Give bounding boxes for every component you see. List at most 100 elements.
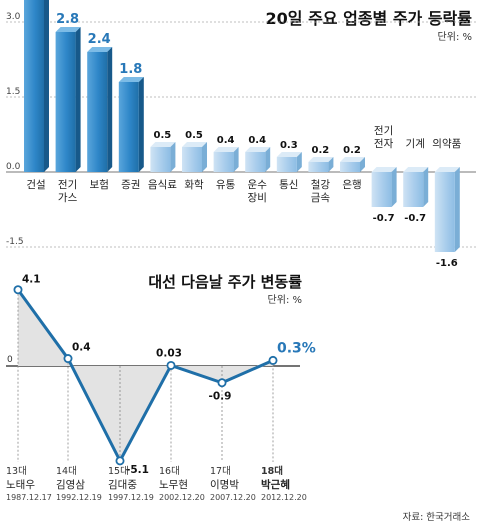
bar-side (44, 0, 49, 172)
line-chart-unit: 단위: % (268, 293, 302, 306)
bar-top (245, 147, 271, 152)
bar-value-label: 0.5 (154, 130, 172, 141)
bar (150, 147, 171, 172)
bar-category-label: 증권 (121, 179, 140, 191)
line-area-fill (18, 289, 273, 461)
bar-top (213, 147, 239, 152)
line-x-date: 2002.12.20 (159, 493, 205, 502)
line-x-name: 노태우 (6, 479, 35, 491)
bar-side (170, 142, 176, 172)
bar-side (423, 167, 429, 207)
bar (308, 162, 329, 172)
line-point (268, 355, 278, 365)
line-point (217, 378, 227, 388)
bar-category-label: 운수 장비 (248, 179, 268, 204)
line-x-date: 1997.12.19 (108, 493, 154, 502)
line-x-term: 16대 (159, 466, 180, 477)
bar-category-label: 음식료 (148, 179, 177, 191)
bar-value-label: 0.5 (185, 130, 203, 141)
bar (245, 152, 266, 172)
bar-ytick-label: 1.5 (6, 87, 20, 97)
line-x-term: 14대 (56, 466, 77, 477)
bar (87, 52, 108, 172)
line-x-name: 김대중 (108, 479, 137, 491)
line-point (13, 285, 23, 295)
bar-value-label: -0.7 (404, 213, 426, 224)
line-zero-label: 0 (7, 355, 13, 365)
bar-category-label: 건설 (26, 179, 45, 191)
bar-category-label: 의약품 (432, 138, 461, 150)
line-value-label: 0.3% (277, 340, 316, 356)
bar-side (391, 167, 397, 207)
line-x-name: 박근혜 (261, 478, 290, 491)
bar-top (55, 27, 81, 32)
bar-side (328, 157, 334, 172)
bar-side (265, 147, 271, 172)
bar-top (150, 142, 176, 147)
bar-side (233, 147, 239, 172)
line-value-label: 0.4 (72, 342, 91, 354)
bar-side (107, 47, 113, 172)
bar-category-label: 철강 금속 (311, 179, 331, 204)
bar (182, 147, 202, 172)
bar-category-label: 기계 (406, 138, 425, 150)
bar-category-label: 전기 가스 (58, 179, 78, 204)
line-path (16, 288, 274, 463)
bar-series: 3.6%건설2.8전기가스2.4보험1.8증권0.5음식료0.5화학0.4유통0… (24, 0, 462, 269)
bar-category-label: 전기 전자 (374, 125, 394, 150)
line-x-date: 1992.12.19 (56, 493, 102, 502)
bar-top (118, 77, 144, 82)
bar-top (371, 167, 397, 172)
bar-side (296, 152, 302, 172)
bar-top (403, 167, 429, 172)
line-x-term: 13대 (6, 466, 27, 477)
bar-chart-title: 20일 주요 업종별 주가 등락률 (266, 9, 473, 28)
line-x-date: 1987.12.17 (6, 493, 52, 502)
line-x-date: 2012.12.20 (261, 493, 307, 502)
bar-top (182, 142, 207, 147)
bar-side (75, 27, 81, 172)
bar (55, 32, 76, 172)
line-x-name: 이명박 (210, 479, 239, 491)
bar (276, 157, 297, 172)
line-chart-title: 대선 다음날 주가 변동률 (148, 273, 302, 291)
bar-side (202, 142, 207, 172)
line-x-term: 15대 (108, 466, 129, 477)
bar-value-label: 2.4 (88, 32, 111, 47)
line-x-name: 김영삼 (56, 479, 85, 491)
bar-value-label: 1.8 (119, 62, 142, 77)
line-value-label: -0.9 (209, 391, 232, 403)
bar-value-label: 2.8 (56, 12, 79, 27)
bar-side (138, 77, 144, 172)
line-point (63, 354, 73, 364)
bar (118, 82, 139, 172)
bar-value-label: 0.3 (280, 140, 298, 151)
bar (340, 162, 360, 172)
line-x-term: 17대 (210, 466, 231, 477)
bar-category-label: 보험 (90, 179, 109, 191)
bar (213, 152, 234, 172)
line-point (115, 456, 125, 466)
bar (371, 172, 392, 207)
bar-ytick-label: -1.5 (6, 237, 24, 247)
bar-value-label: 0.2 (343, 145, 361, 156)
line-x-term: 18대 (261, 465, 283, 477)
bar-value-label: 0.4 (248, 135, 266, 146)
bar-value-label: 0.4 (217, 135, 235, 146)
line-point (166, 360, 176, 370)
bar-gridlines: 3.0 1.5 0.0 -1.5 (6, 12, 476, 248)
bar-top (340, 157, 365, 162)
line-value-label: 4.1 (22, 274, 41, 286)
bar (403, 172, 424, 207)
bar-side (360, 157, 365, 172)
bar-ytick-label: 3.0 (6, 12, 21, 22)
line-x-date: 2007.12.20 (210, 493, 256, 502)
bar-category-label: 은행 (342, 179, 361, 191)
bar (24, 0, 44, 172)
line-x-name: 노무현 (159, 479, 188, 491)
bar-value-label: 0.2 (312, 145, 330, 156)
bar-category-label: 화학 (184, 179, 204, 191)
bar-top (87, 47, 113, 52)
